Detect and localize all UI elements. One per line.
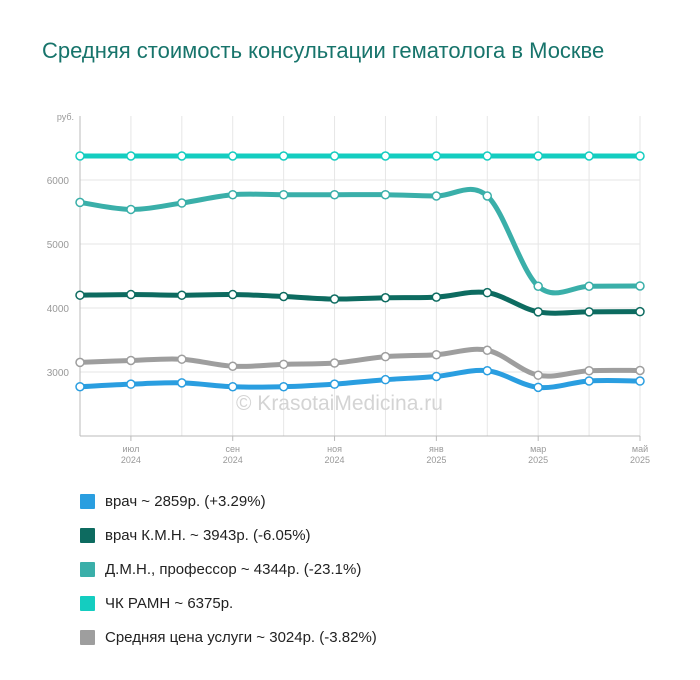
data-point-doctor (584, 376, 594, 386)
x-tick-label: май (632, 444, 648, 454)
data-point-dmn (431, 191, 442, 201)
data-point-doctor (227, 381, 238, 392)
data-point-average (584, 365, 594, 376)
series-line-dmn (77, 186, 643, 296)
data-point-dmn (380, 189, 391, 200)
data-point-doctor (533, 382, 543, 393)
data-point-chk (635, 151, 645, 161)
data-point-doctor (431, 371, 442, 382)
data-point-kmn (329, 294, 340, 304)
data-point-doctor (482, 365, 493, 376)
data-point-chk (177, 151, 187, 161)
data-point-dmn (75, 197, 85, 208)
data-point-doctor (635, 376, 645, 386)
data-point-dmn (329, 189, 340, 200)
data-point-dmn (482, 191, 493, 201)
y-tick-label: 3000 (47, 368, 70, 379)
data-point-average (227, 361, 238, 371)
data-point-kmn (533, 307, 543, 317)
data-point-kmn (75, 290, 85, 300)
legend-swatch (80, 493, 95, 509)
x-tick-label: 2025 (528, 455, 548, 465)
data-point-chk (533, 151, 543, 161)
data-point-chk (431, 151, 442, 161)
legend-item-average: Средняя цена услуги ~ 3024р. (-3.82%) (80, 620, 377, 654)
chart-legend: врач ~ 2859р. (+3.29%) врач К.М.Н. ~ 3943… (80, 484, 377, 654)
data-point-dmn (584, 281, 594, 291)
data-point-kmn (431, 292, 442, 302)
legend-swatch (80, 561, 95, 577)
data-point-chk (380, 151, 391, 161)
data-point-kmn (482, 287, 493, 298)
data-point-average (278, 359, 289, 370)
data-point-doctor (75, 381, 85, 392)
data-point-average (126, 355, 136, 366)
data-point-kmn (584, 307, 594, 317)
data-point-chk (126, 151, 136, 161)
legend-label: Д.М.Н., профессор ~ 4344р. (-23.1%) (105, 560, 362, 578)
watermark: © KrasotaiMedicina.ru (236, 392, 443, 415)
x-tick-label: мар (530, 444, 546, 454)
legend-swatch (80, 527, 95, 543)
data-point-dmn (126, 204, 136, 215)
line-chart: 3000400050006000руб.июл2024сен2024ноя202… (47, 112, 650, 465)
data-point-dmn (533, 281, 543, 291)
chart-title: Средняя стоимость консультации гематолог… (42, 38, 605, 63)
x-tick-label: июл (122, 444, 139, 454)
data-point-kmn (635, 306, 645, 317)
y-tick-label: 5000 (47, 240, 70, 251)
y-tick-label: 6000 (47, 176, 70, 187)
x-tick-label: 2024 (121, 455, 141, 465)
x-tick-label: 2024 (223, 455, 243, 465)
x-tick-label: ноя (327, 444, 342, 454)
data-point-average (380, 351, 391, 362)
data-point-dmn (278, 189, 289, 200)
data-point-chk (227, 151, 238, 161)
data-point-average (329, 358, 340, 368)
legend-swatch (80, 595, 95, 611)
data-point-dmn (177, 198, 187, 208)
legend-item-chk: ЧК РАМН ~ 6375р. (80, 586, 377, 620)
legend-item-dmn: Д.М.Н., профессор ~ 4344р. (-23.1%) (80, 552, 377, 586)
data-point-doctor (329, 379, 340, 389)
legend-label: ЧК РАМН ~ 6375р. (105, 594, 234, 612)
data-point-kmn (126, 289, 136, 300)
data-point-chk (278, 151, 289, 161)
legend-label: врач К.М.Н. ~ 3943р. (-6.05%) (105, 526, 311, 544)
x-tick-label: 2025 (426, 455, 446, 465)
legend-label: врач ~ 2859р. (+3.29%) (105, 492, 266, 510)
data-point-chk (75, 151, 85, 161)
legend-item-kmn: врач К.М.Н. ~ 3943р. (-6.05%) (80, 518, 377, 552)
legend-swatch (80, 629, 95, 645)
data-point-doctor (380, 374, 391, 385)
data-point-chk (482, 151, 493, 161)
data-point-chk (584, 151, 594, 161)
data-point-kmn (278, 291, 289, 302)
x-tick-label: 2024 (325, 455, 345, 465)
y-axis-unit: руб. (57, 112, 74, 122)
x-tick-label: янв (429, 444, 444, 454)
data-point-kmn (177, 290, 187, 300)
legend-label: Средняя цена услуги ~ 3024р. (-3.82%) (105, 628, 377, 646)
data-point-average (75, 357, 85, 368)
data-point-average (431, 349, 442, 360)
y-tick-label: 4000 (47, 304, 70, 315)
data-point-dmn (635, 281, 645, 291)
data-point-doctor (126, 379, 136, 389)
data-point-doctor (278, 381, 289, 392)
data-point-chk (329, 151, 340, 161)
data-point-average (482, 345, 493, 355)
data-point-doctor (177, 378, 187, 388)
x-tick-label: 2025 (630, 455, 650, 465)
data-point-kmn (227, 289, 238, 300)
data-point-average (635, 365, 645, 376)
data-point-kmn (380, 293, 391, 303)
data-point-average (177, 354, 187, 364)
x-tick-label: сен (225, 444, 240, 454)
data-point-average (533, 370, 543, 380)
legend-item-doctor: врач ~ 2859р. (+3.29%) (80, 484, 377, 518)
data-point-dmn (227, 189, 238, 200)
